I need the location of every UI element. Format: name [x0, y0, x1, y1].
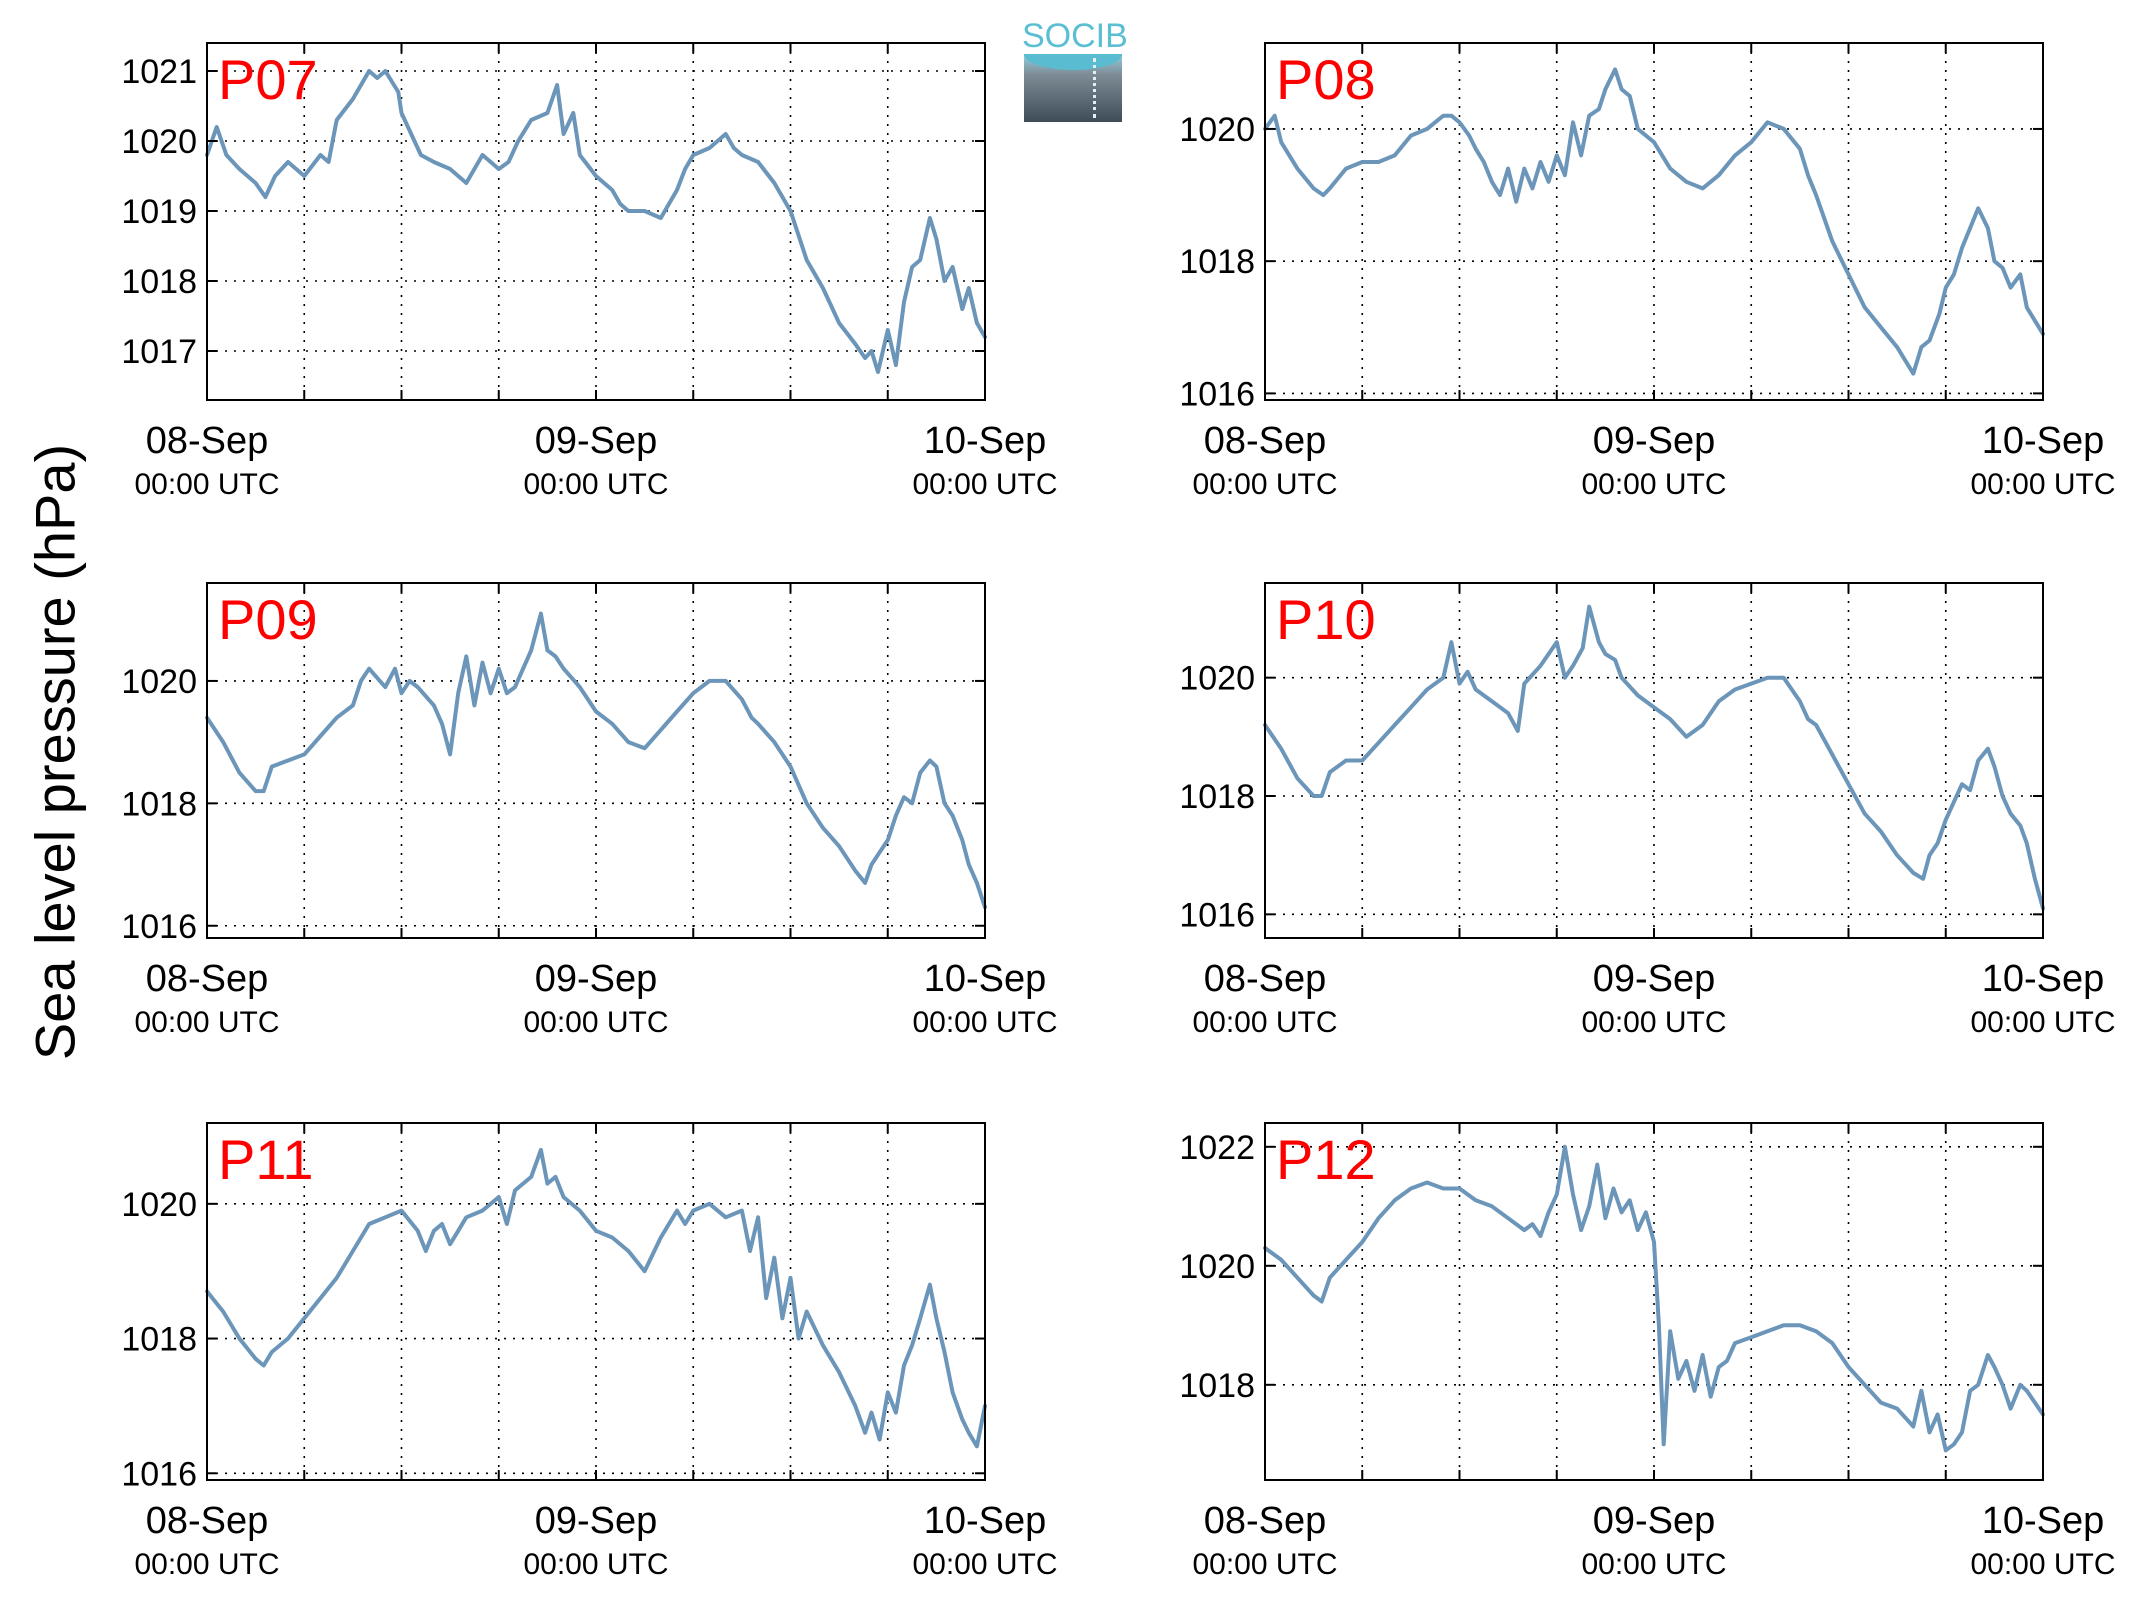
axes-frame — [1264, 42, 2044, 401]
x-tick-label-date: 09-Sep — [1593, 958, 1716, 1000]
axes-frame — [1264, 1122, 2044, 1481]
x-tick-label-time: 00:00 UTC — [912, 1006, 1057, 1039]
panel-p08: 1016 1018 1020 08-Sep 00:00 UTC 09-Sep 00:00 U… — [1179, 42, 2116, 501]
axes-frame — [206, 582, 986, 939]
y-tick-label: 1019 — [121, 193, 197, 231]
x-tick-label-time: 00:00 UTC — [523, 1006, 668, 1039]
y-tick-label: 1016 — [1179, 896, 1255, 934]
x-tick-label-date: 10-Sep — [924, 420, 1047, 462]
axes-frame — [1264, 582, 2044, 939]
panel-label: P07 — [218, 48, 318, 111]
panel-p12: 1018 1020 1022 08-Sep 00:00 UTC 09-Sep 00:00 U… — [1179, 1122, 2116, 1581]
y-tick-label: 1018 — [1179, 1367, 1255, 1405]
x-tick-label-date: 09-Sep — [535, 958, 658, 1000]
x-tick-label-date: 08-Sep — [1204, 958, 1327, 1000]
x-tick-label-date: 10-Sep — [924, 958, 1047, 1000]
x-tick-label-date: 10-Sep — [1982, 958, 2105, 1000]
y-tick-label: 1022 — [1179, 1129, 1255, 1167]
x-tick-label-time: 00:00 UTC — [1192, 1006, 1337, 1039]
logo-dots-icon — [1093, 58, 1096, 118]
y-tick-label: 1016 — [1179, 375, 1255, 413]
x-tick-label-time: 00:00 UTC — [134, 468, 279, 501]
x-tick-label-time: 00:00 UTC — [134, 1006, 279, 1039]
x-tick-label-date: 08-Sep — [146, 1500, 269, 1542]
panel-p11: 1016 1018 1020 08-Sep 00:00 UTC 09-Sep 00:00 U… — [121, 1122, 1058, 1581]
x-tick-label-date: 09-Sep — [535, 420, 658, 462]
panel-p07: 1017 1018 1019 1020 1021 08-Sep 00:00 UTC 09-Se… — [121, 42, 1058, 501]
y-tick-label: 1021 — [121, 53, 197, 91]
y-tick-label: 1016 — [121, 908, 197, 946]
x-tick-label-time: 00:00 UTC — [1581, 1548, 1726, 1581]
panel-label: P10 — [1276, 588, 1376, 651]
x-tick-label-time: 00:00 UTC — [912, 468, 1057, 501]
x-tick-label-date: 08-Sep — [146, 958, 269, 1000]
y-tick-label: 1020 — [121, 123, 197, 161]
y-tick-label: 1017 — [121, 333, 197, 371]
x-tick-label-time: 00:00 UTC — [1970, 1006, 2115, 1039]
x-tick-label-time: 00:00 UTC — [523, 1548, 668, 1581]
y-tick-label: 1018 — [121, 785, 197, 823]
series-line — [205, 611, 987, 910]
series-line — [1263, 604, 2045, 911]
x-tick-label-date: 08-Sep — [1204, 420, 1327, 462]
x-tick-label-time: 00:00 UTC — [523, 468, 668, 501]
x-tick-label-date: 09-Sep — [535, 1500, 658, 1542]
x-tick-label-date: 08-Sep — [146, 420, 269, 462]
x-tick-label-time: 00:00 UTC — [1192, 468, 1337, 501]
y-tick-label: 1018 — [1179, 243, 1255, 281]
panel-label: P11 — [218, 1128, 313, 1191]
x-tick-label-date: 10-Sep — [1982, 420, 2105, 462]
x-tick-label-date: 09-Sep — [1593, 420, 1716, 462]
x-tick-label-time: 00:00 UTC — [1581, 1006, 1726, 1039]
y-tick-label: 1020 — [1179, 1248, 1255, 1286]
y-tick-label: 1020 — [1179, 660, 1255, 698]
x-tick-label-date: 10-Sep — [1982, 1500, 2105, 1542]
x-tick-label-time: 00:00 UTC — [912, 1548, 1057, 1581]
y-tick-label: 1020 — [121, 663, 197, 701]
x-tick-label-time: 00:00 UTC — [1970, 468, 2115, 501]
x-tick-label-time: 00:00 UTC — [1192, 1548, 1337, 1581]
x-tick-label-time: 00:00 UTC — [1970, 1548, 2115, 1581]
axes-frame — [206, 42, 986, 401]
logo-text: SOCIB — [1022, 17, 1128, 55]
y-tick-label: 1018 — [121, 1321, 197, 1359]
panel-label: P12 — [1276, 1128, 1376, 1191]
y-tick-label: 1018 — [1179, 778, 1255, 816]
y-tick-label: 1020 — [121, 1186, 197, 1224]
panel-p09: 1016 1018 1020 08-Sep 00:00 UTC 09-Sep 00:00 U… — [121, 582, 1058, 1039]
series-line — [1263, 1144, 2045, 1453]
series-line — [205, 69, 987, 374]
x-tick-label-date: 09-Sep — [1593, 1500, 1716, 1542]
x-tick-label-time: 00:00 UTC — [1581, 468, 1726, 501]
x-tick-label-date: 10-Sep — [924, 1500, 1047, 1542]
panel-p10: 1016 1018 1020 08-Sep 00:00 UTC 09-Sep 00:00 U… — [1179, 582, 2116, 1039]
series-line — [205, 1147, 987, 1449]
socib-logo: SOCIB — [1022, 17, 1128, 122]
x-tick-label-time: 00:00 UTC — [134, 1548, 279, 1581]
y-tick-label: 1018 — [121, 263, 197, 301]
panel-label: P09 — [218, 588, 318, 651]
y-tick-label: 1016 — [121, 1455, 197, 1493]
logo-wave-icon — [1024, 54, 1122, 70]
panel-label: P08 — [1276, 48, 1376, 111]
x-tick-label-date: 08-Sep — [1204, 1500, 1327, 1542]
y-tick-label: 1020 — [1179, 111, 1255, 149]
series-line — [1263, 67, 2045, 376]
